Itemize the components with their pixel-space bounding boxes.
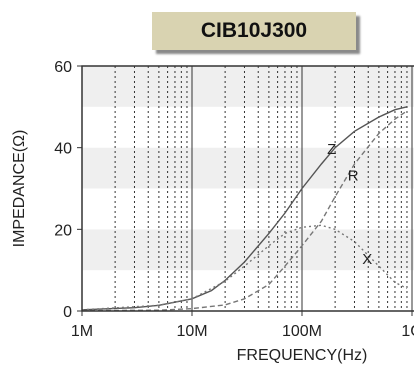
- y-axis-label: IMPEDANCE(Ω): [11, 130, 28, 248]
- series-layer: [82, 106, 408, 311]
- plot-frame: [81, 65, 414, 312]
- series-line-z: [82, 106, 408, 311]
- grid-band: [82, 229, 414, 271]
- y-tick-label: 40: [54, 141, 72, 158]
- series-line-r: [82, 110, 408, 311]
- background-bands: [82, 66, 414, 311]
- x-tick-label: 10M: [176, 323, 207, 340]
- x-tick-label: 100M: [282, 323, 322, 340]
- grid-band: [82, 147, 414, 189]
- curve-labels: ZR X: [327, 141, 372, 268]
- y-tick-label: 20: [54, 222, 72, 239]
- axis-ticks: 0 20 40 60 1M 10M 100M 1G: [54, 59, 414, 340]
- x-tick-label: 1G: [401, 323, 414, 340]
- grid-band: [82, 66, 414, 107]
- grid-band: [82, 106, 414, 148]
- curve-label-r: R: [348, 167, 359, 184]
- curve-label-z: Z: [327, 141, 336, 158]
- x-axis-label: FREQUENCY(Hz): [237, 347, 368, 364]
- grid-band: [82, 188, 414, 230]
- chart-title-box: CIB10J300: [152, 12, 356, 50]
- x-tick-label: 1M: [71, 323, 93, 340]
- curve-label-x: X: [362, 251, 372, 268]
- y-tick-label: 0: [63, 304, 72, 321]
- grid-band: [82, 270, 414, 311]
- y-tick-label: 60: [54, 59, 72, 76]
- chart-title: CIB10J300: [200, 19, 308, 42]
